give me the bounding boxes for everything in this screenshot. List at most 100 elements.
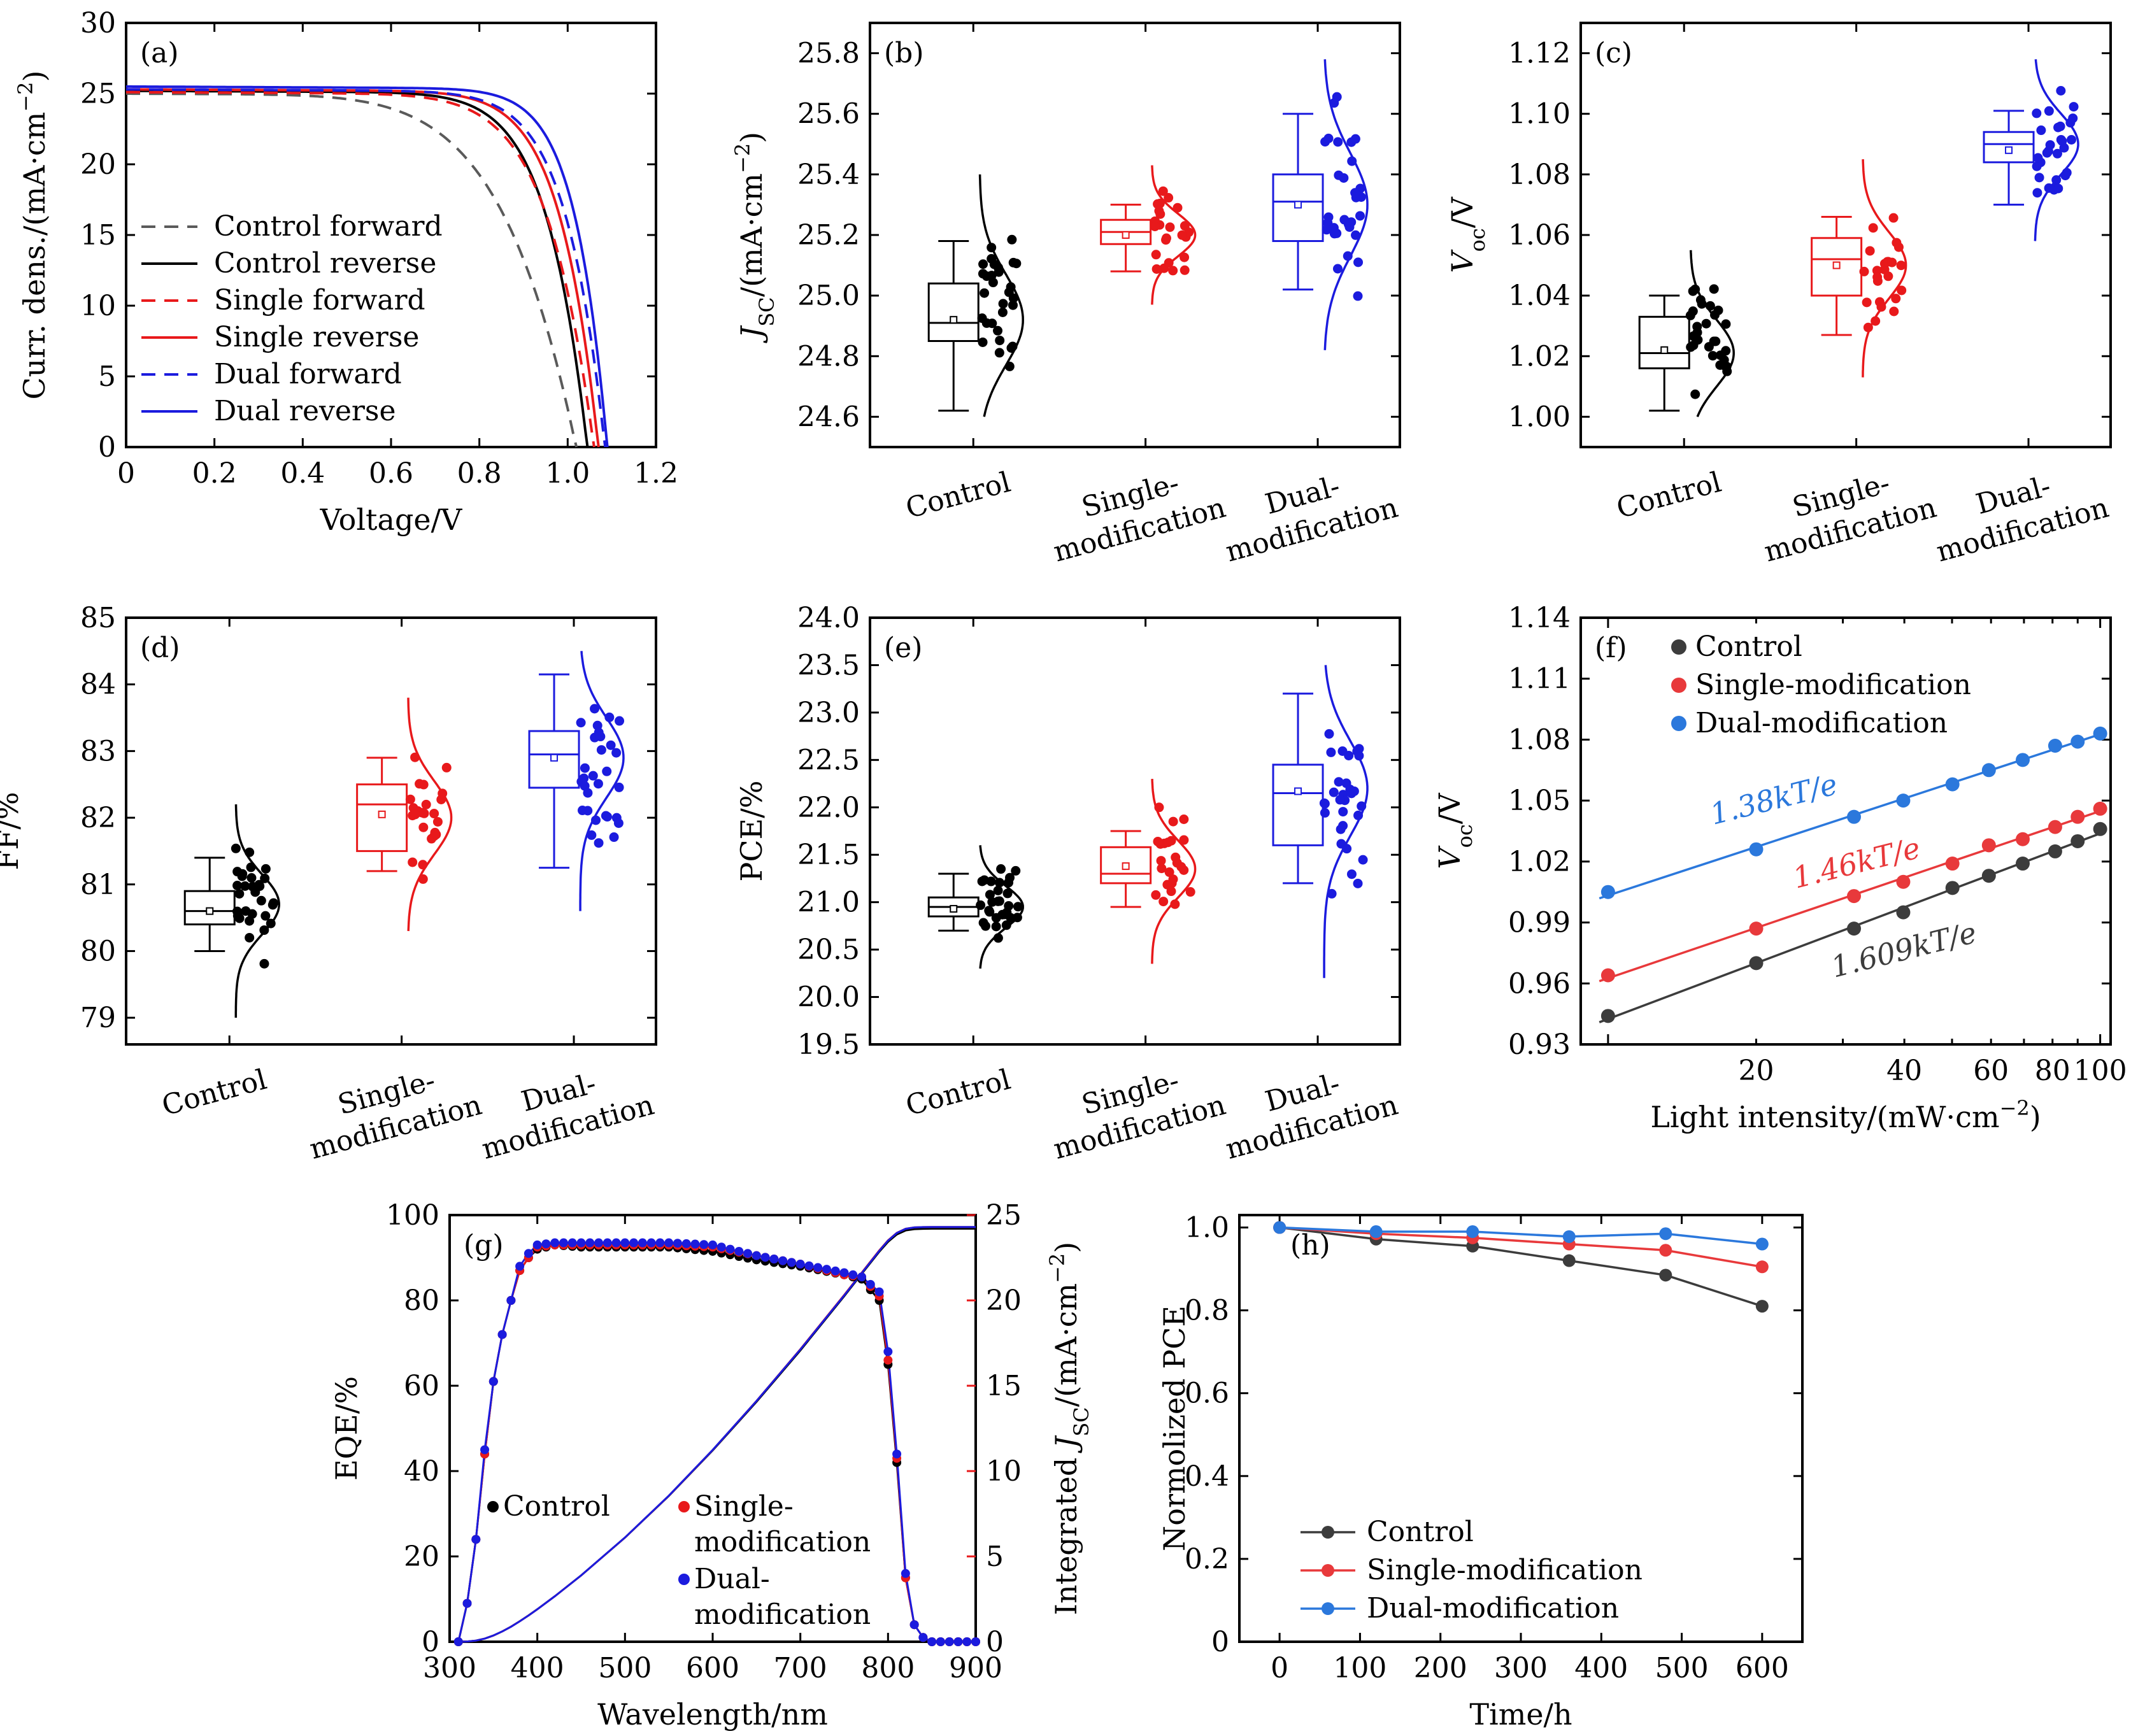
panel-b-distribution-curve	[1151, 165, 1197, 305]
panel-f-legend-marker	[1671, 639, 1686, 655]
panel-c-point	[2066, 134, 2076, 145]
panel-g-point	[453, 1637, 463, 1646]
panel-f-point	[1847, 809, 1862, 824]
panel-e-category-label: Control	[902, 1064, 1014, 1123]
panel-a-legend-label: Dual reverse	[214, 395, 396, 427]
panel-d-ytick-label: 79	[80, 1002, 116, 1034]
panel-c-point	[1889, 306, 1899, 317]
panel-g-point	[594, 1238, 604, 1248]
panel-g-point	[795, 1260, 805, 1269]
panel-d-point	[232, 880, 243, 890]
panel-e-point	[1006, 913, 1016, 923]
panel-d-box	[356, 783, 408, 852]
panel-e-mean	[950, 905, 958, 913]
panel-e-point	[1335, 795, 1345, 805]
panel-d-point	[419, 808, 429, 818]
panel-a-curve	[126, 85, 609, 448]
panel-b-point	[997, 307, 1008, 317]
panel-d-point	[421, 799, 431, 809]
panel-d-point	[611, 748, 622, 758]
panel-g-point	[953, 1637, 963, 1646]
panel-d-ytick-label: 83	[80, 735, 116, 767]
panel-h-legend-marker	[1322, 1564, 1334, 1577]
panel-g-point	[743, 1249, 753, 1258]
panel-d-point	[240, 881, 250, 891]
panel-g-point	[725, 1244, 735, 1254]
panel-e-point	[984, 906, 994, 916]
panel-f-legend-label: Single-modification	[1695, 669, 1971, 701]
panel-f-ytick-label: 1.14	[1508, 602, 1571, 634]
panel-c-point	[2032, 108, 2042, 118]
panel-b-box	[1272, 173, 1324, 243]
panel-d-point	[587, 830, 597, 840]
panel-e-point	[993, 885, 1003, 895]
panel-h-point	[1659, 1244, 1672, 1257]
panel-d-point	[609, 832, 619, 843]
panel-f-point	[2016, 857, 2030, 871]
panel-a-curve	[126, 92, 578, 448]
panel-g-ytick-label: 100	[386, 1199, 439, 1232]
panel-f-point	[2016, 753, 2030, 767]
panel-d-ytick-label: 84	[80, 669, 116, 701]
panel-f-point	[1749, 921, 1764, 936]
panel-h-point	[1755, 1237, 1769, 1251]
panel-c-point	[2044, 106, 2054, 116]
panel-d-point	[577, 806, 587, 816]
panel-e-distribution-curve	[979, 845, 1024, 969]
panel-e-point	[985, 890, 995, 900]
panel-e-point	[1001, 920, 1011, 930]
panel-h-point	[1755, 1300, 1769, 1313]
panel-c-point	[2053, 122, 2063, 132]
panel-d-point	[602, 766, 612, 776]
panel-b-point	[995, 336, 1005, 346]
panel-d-frame	[125, 616, 657, 1046]
panel-h-point	[1273, 1221, 1286, 1234]
panel-e-label: (e)	[884, 632, 922, 664]
panel-e-frame	[869, 616, 1401, 1046]
panel-c-box	[1811, 237, 1863, 297]
panel-d-point	[245, 932, 255, 943]
panel-f-label: (f)	[1595, 632, 1627, 664]
panel-d-point	[588, 771, 598, 781]
panel-d-point	[576, 718, 586, 728]
panel-h-legend-label: Single-modification	[1367, 1554, 1643, 1586]
panel-c-mean	[1832, 261, 1841, 269]
panel-a-xtick-label: 0.4	[280, 457, 325, 490]
panel-a-xtick-label: 1.2	[634, 457, 678, 490]
panel-d-point	[432, 816, 443, 827]
panel-e-category: Control	[902, 1064, 1014, 1123]
panel-d-point	[441, 762, 452, 772]
panel-d-point	[260, 911, 271, 921]
panel-b-point	[1151, 250, 1161, 260]
panel-g-ytick-label: 20	[404, 1540, 439, 1573]
panel-g-point	[760, 1253, 770, 1262]
panel-b-ytick-label: 25.8	[797, 38, 860, 70]
panel-b-point	[978, 259, 988, 269]
panel-f-ylabel: Voc/V	[1432, 793, 1477, 869]
panel-e-point	[1158, 897, 1169, 907]
panel-e-distribution-curve	[1151, 779, 1197, 964]
panel-e-ylabel: PCE/%	[734, 781, 769, 882]
panel-h-ylabel: Normolized PCE	[1157, 1306, 1192, 1551]
panel-a-ytick-label: 0	[98, 431, 116, 464]
panel-d-point	[245, 916, 255, 926]
panel-c-point	[1883, 271, 1893, 281]
panel-d-label: (d)	[140, 632, 180, 664]
panel-d-point	[410, 809, 420, 820]
panel-b-point	[1350, 134, 1360, 144]
panel-b-point	[1332, 92, 1342, 102]
panel-g-point	[488, 1377, 498, 1386]
panel-d-point	[606, 740, 616, 750]
panel-c-point	[1859, 266, 1869, 276]
panel-b-point	[1158, 186, 1168, 196]
panel-g-point	[462, 1598, 472, 1608]
panel-g-point	[611, 1238, 621, 1248]
panel-h-point	[1755, 1260, 1769, 1274]
panel-g-point	[559, 1238, 568, 1248]
panel-d-point	[429, 809, 439, 819]
panel-g-point	[646, 1238, 656, 1248]
panel-c-point	[1868, 223, 1878, 233]
panel-h-legend-marker	[1322, 1526, 1334, 1539]
panel-g-label: (g)	[464, 1229, 504, 1262]
panel-g-legend-label: Dual-	[694, 1563, 770, 1595]
